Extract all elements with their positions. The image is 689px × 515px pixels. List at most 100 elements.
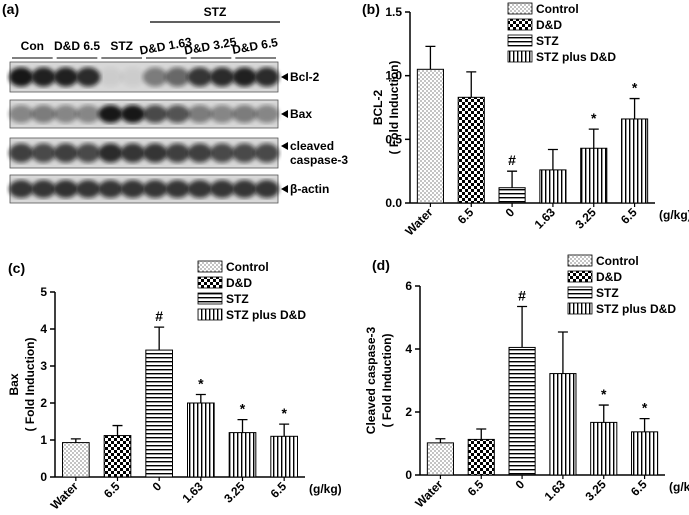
panel-label: (c)	[8, 260, 25, 276]
panel-label: (d)	[372, 257, 390, 273]
blot-band	[142, 143, 168, 163]
x-unit-label: (g/kg)	[659, 208, 689, 222]
legend-swatch	[567, 254, 593, 267]
blot-band	[75, 180, 101, 198]
blot-band	[187, 67, 213, 87]
lane-label: D&D 3.25	[183, 35, 238, 58]
x-tick-label: 0	[513, 477, 528, 492]
bar	[508, 346, 536, 476]
bar	[539, 169, 567, 204]
significance-marker: #	[155, 308, 163, 324]
blot-band	[232, 67, 257, 87]
significance-marker: *	[281, 405, 287, 421]
blot-band	[8, 143, 34, 163]
band-label: cleaved	[290, 139, 334, 153]
x-tick-label: 3.25	[572, 205, 599, 232]
bar	[590, 421, 618, 476]
x-tick-label: 1.63	[542, 477, 569, 504]
legend-swatch	[507, 50, 533, 63]
blot-band	[187, 180, 213, 198]
blot-band	[8, 105, 34, 123]
blot-band	[142, 67, 168, 87]
bar	[621, 118, 649, 204]
legend-swatch	[507, 34, 533, 47]
blot-band	[98, 67, 123, 87]
band-arrow	[281, 142, 288, 150]
y-tick-label: 4	[405, 342, 412, 356]
legend-label: STZ plus D&D	[596, 302, 676, 316]
significance-marker: *	[198, 375, 204, 391]
blot-band	[75, 143, 101, 163]
bar	[549, 373, 577, 476]
x-tick-label: 6.5	[618, 205, 640, 227]
bar	[103, 435, 132, 478]
y-tick-label: 5	[40, 285, 47, 299]
legend-label: Control	[596, 254, 639, 268]
error-bar	[112, 424, 123, 436]
y-axis-label: ( Fold Induction)	[380, 334, 394, 428]
y-tick-label: 0.0	[385, 196, 402, 210]
x-tick-label: 6.5	[455, 205, 477, 227]
legend-label: D&D	[536, 18, 562, 32]
error-bar	[195, 393, 206, 403]
blot-band	[232, 180, 257, 198]
legend-swatch	[197, 276, 223, 289]
legend-label: STZ	[536, 34, 559, 48]
error-bar	[507, 170, 518, 188]
legend-label: STZ	[596, 286, 619, 300]
band-arrow	[281, 73, 288, 81]
blot-band	[142, 105, 168, 123]
y-tick-label: 1.0	[385, 69, 402, 83]
bar	[580, 147, 608, 204]
band-label: β-actin	[290, 182, 329, 196]
y-tick-label: 2	[40, 396, 47, 410]
x-tick-label: 3.25	[221, 479, 248, 506]
bar	[228, 432, 257, 478]
x-tick-label: 1.63	[180, 479, 207, 506]
error-bar	[435, 438, 446, 443]
legend-swatch	[197, 308, 223, 321]
error-bar	[154, 326, 165, 351]
x-tick-label: 6.5	[101, 479, 123, 501]
blot-band	[209, 143, 235, 163]
y-tick-label: 2	[405, 405, 412, 419]
blot-band	[31, 67, 56, 87]
blot-band	[165, 105, 190, 123]
blot-band	[98, 143, 123, 163]
error-bar	[629, 97, 640, 119]
blot-band	[187, 105, 213, 123]
lane-label: STZ	[110, 39, 133, 53]
blot-band	[53, 67, 79, 87]
blot-band	[98, 105, 123, 123]
y-axis-label: ( Fold Induction)	[23, 338, 37, 432]
x-tick-label: 0	[503, 205, 518, 220]
legend-label: D&D	[226, 276, 252, 290]
blot-band	[209, 105, 235, 123]
legend-label: D&D	[596, 270, 622, 284]
blot-band	[53, 180, 79, 198]
blot-band	[254, 67, 280, 87]
x-tick-label: 6.5	[268, 479, 290, 501]
legend-swatch	[507, 18, 533, 31]
blot-band	[254, 143, 280, 163]
lane-label: D&D 6.5	[231, 35, 279, 57]
legend-swatch	[507, 2, 533, 15]
y-axis-label: ( Fold Induction)	[387, 61, 401, 155]
x-unit-label: (g/kg)	[309, 482, 342, 496]
error-bar	[466, 71, 477, 98]
lane-label: D&D 6.5	[54, 39, 100, 53]
group-label: STZ	[204, 5, 227, 19]
blot-band	[120, 67, 146, 87]
blot-band	[209, 67, 235, 87]
band-label: Bcl-2	[290, 70, 320, 84]
bar	[187, 402, 215, 478]
error-bar	[425, 45, 436, 70]
error-bar	[588, 128, 599, 149]
bar	[270, 435, 299, 478]
band-label: caspase-3	[290, 153, 348, 167]
x-tick-label: 6.5	[465, 477, 487, 499]
error-bar	[237, 419, 248, 433]
error-bar	[557, 331, 568, 374]
blot-band	[120, 180, 146, 198]
